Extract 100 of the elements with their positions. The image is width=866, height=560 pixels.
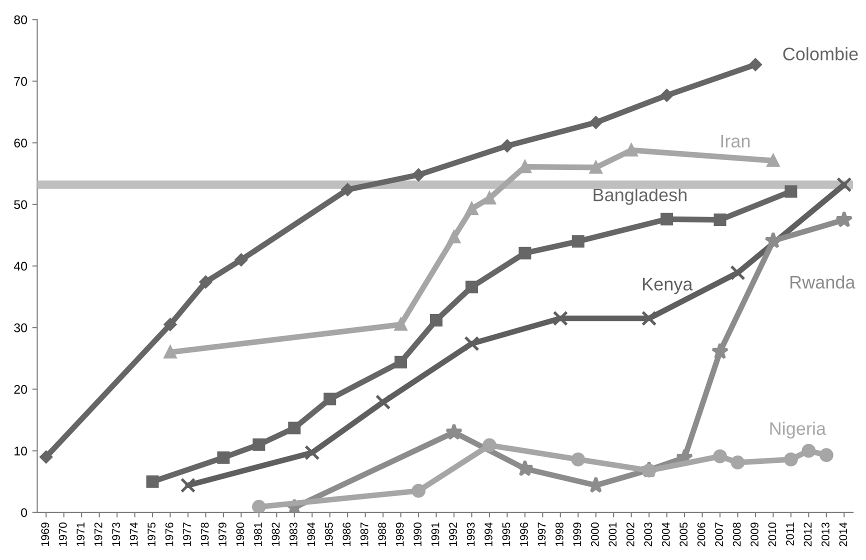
x-tick-label: 1981 xyxy=(254,522,262,546)
point xyxy=(819,448,834,462)
point xyxy=(711,342,729,360)
x-tick-label: 1985 xyxy=(324,522,333,546)
series-label: Bangladesh xyxy=(594,188,686,205)
x-tick-label: 2007 xyxy=(715,522,723,546)
y-tick-label: 40 xyxy=(14,262,28,271)
point xyxy=(465,280,478,294)
point xyxy=(465,202,478,215)
point xyxy=(500,140,514,152)
point xyxy=(448,230,460,244)
y-tick-label: 0 xyxy=(21,508,28,518)
y-tick-label: 20 xyxy=(14,385,28,394)
y-tick-label: 70 xyxy=(14,77,28,86)
point xyxy=(784,452,798,466)
point xyxy=(766,154,780,167)
x-tick-label: 2005 xyxy=(680,522,688,546)
x-tick-label: 2001 xyxy=(608,522,617,546)
series-label: Iran xyxy=(721,134,750,148)
point xyxy=(40,450,52,464)
point xyxy=(836,177,852,192)
x-tick-label: 1994 xyxy=(484,522,492,546)
point xyxy=(516,460,534,476)
x-tick-label: 1986 xyxy=(342,522,351,546)
point xyxy=(625,144,638,156)
point xyxy=(412,168,425,182)
point xyxy=(375,394,391,410)
y-tick-label: 30 xyxy=(14,323,28,332)
point xyxy=(412,484,426,498)
x-tick-label: 2000 xyxy=(590,522,599,546)
x-tick-label: 1989 xyxy=(396,522,404,546)
x-tick-label: 2012 xyxy=(804,522,812,546)
x-tick-label: 1990 xyxy=(414,522,422,546)
x-tick-label: 1988 xyxy=(378,522,386,546)
x-tick-label: 2011 xyxy=(786,522,794,546)
point xyxy=(802,444,816,458)
x-tick-label: 1991 xyxy=(431,522,440,546)
point xyxy=(464,336,480,352)
x-tick-label: 1980 xyxy=(236,522,244,546)
point xyxy=(445,423,463,440)
x-tick-label: 2004 xyxy=(662,522,670,546)
y-tick-label: 10 xyxy=(14,446,28,456)
x-tick-label: 1993 xyxy=(466,522,475,546)
x-tick-label: 1984 xyxy=(307,522,316,546)
x-tick-label: 1996 xyxy=(520,522,528,546)
point xyxy=(660,212,674,226)
point xyxy=(217,451,230,464)
x-tick-label: 2008 xyxy=(732,522,741,546)
point xyxy=(714,214,726,226)
point xyxy=(252,438,266,451)
point xyxy=(394,356,408,368)
point xyxy=(146,475,159,488)
x-tick-label: 2010 xyxy=(768,522,776,546)
x-tick-label: 1977 xyxy=(183,522,191,546)
point xyxy=(590,161,602,174)
x-tick-label: 1987 xyxy=(360,522,368,546)
point xyxy=(713,449,727,464)
point xyxy=(749,58,762,71)
x-tick-label: 2006 xyxy=(697,522,706,546)
x-tick-label: 1970 xyxy=(58,522,67,546)
point xyxy=(835,210,853,228)
point xyxy=(572,235,584,248)
point xyxy=(730,265,746,280)
x-tick-label: 1972 xyxy=(94,522,102,546)
point xyxy=(552,310,568,326)
y-tick-label: 80 xyxy=(14,15,28,24)
x-tick-label: 2003 xyxy=(644,522,652,546)
x-tick-label: 1976 xyxy=(165,522,174,546)
point xyxy=(304,445,320,460)
point xyxy=(252,500,266,512)
x-tick-label: 1971 xyxy=(76,522,85,546)
point xyxy=(784,185,798,198)
y-tick-label: 60 xyxy=(14,138,28,148)
x-tick-label: 1997 xyxy=(538,522,546,546)
point xyxy=(164,346,176,358)
point xyxy=(483,192,496,204)
point xyxy=(394,318,408,331)
point xyxy=(518,246,532,260)
point xyxy=(164,318,177,331)
point xyxy=(590,116,602,129)
point xyxy=(199,276,212,288)
point xyxy=(482,438,496,452)
x-tick-label: 2014 xyxy=(839,522,848,546)
series-label: Nigeria xyxy=(770,422,826,439)
x-tick-label: 2002 xyxy=(626,522,634,546)
x-tick-label: 1979 xyxy=(218,522,226,546)
point xyxy=(730,456,745,470)
series-label: Kenya xyxy=(643,278,693,294)
x-tick-label: 1983 xyxy=(290,522,298,546)
x-tick-label: 2009 xyxy=(750,522,758,546)
x-tick-label: 1974 xyxy=(130,522,138,546)
x-tick-label: 2013 xyxy=(822,522,830,546)
x-tick-label: 1992 xyxy=(449,522,457,546)
x-tick-label: 1999 xyxy=(573,522,582,546)
y-tick-label: 50 xyxy=(14,200,28,210)
x-tick-label: 1978 xyxy=(200,522,209,546)
series-label: Rwanda xyxy=(790,275,856,289)
point xyxy=(571,452,586,466)
point xyxy=(641,310,657,326)
x-tick-label: 1975 xyxy=(148,522,156,546)
